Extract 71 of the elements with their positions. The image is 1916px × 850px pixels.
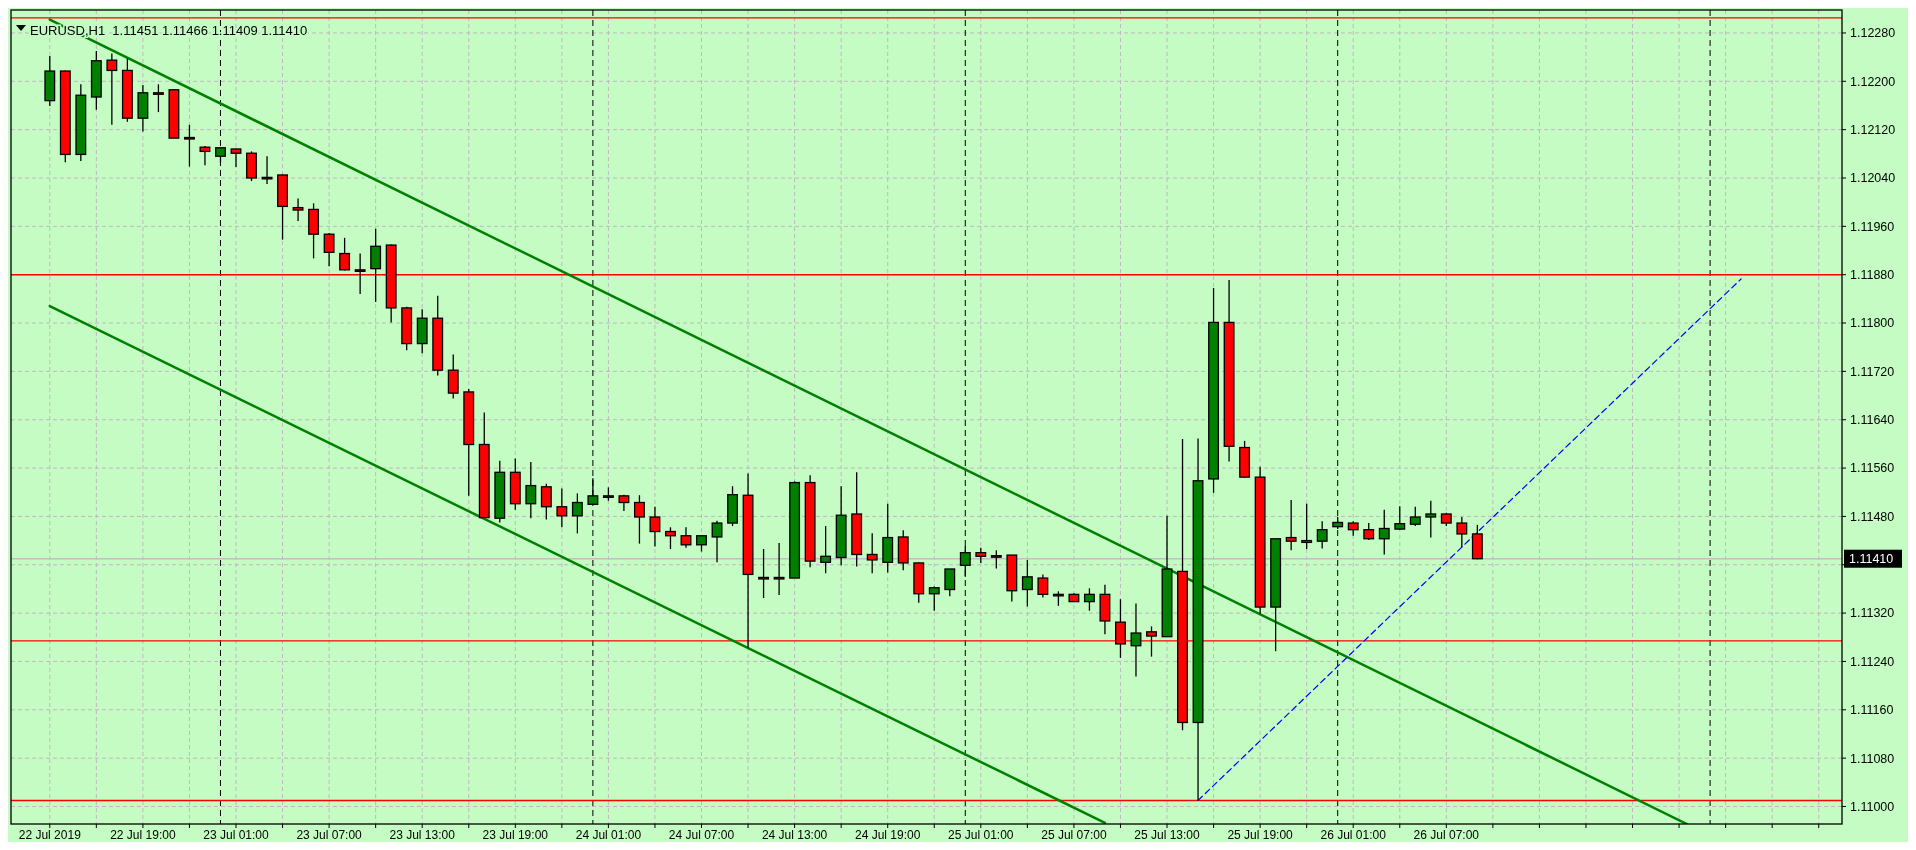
candlestick (944, 568, 956, 597)
candlestick (1456, 516, 1468, 548)
candlestick (339, 237, 351, 272)
y-tick-label: 1.11640 (1850, 413, 1895, 428)
y-tick-label: 1.11480 (1850, 509, 1895, 524)
candlestick (152, 83, 164, 113)
x-tick-label: 25 Jul 13:00 (1134, 828, 1201, 842)
candlestick (1409, 506, 1421, 527)
candlestick (1425, 500, 1437, 539)
candlestick (1037, 573, 1049, 599)
candlestick (1083, 587, 1095, 612)
x-tick-label: 25 Jul 01:00 (948, 828, 1014, 842)
x-tick-label: 26 Jul 07:00 (1413, 828, 1480, 842)
x-tick-label: 26 Jul 01:00 (1320, 828, 1387, 842)
x-tick-label: 23 Jul 01:00 (203, 828, 270, 842)
y-tick-label: 1.11320 (1850, 606, 1895, 621)
x-tick-label: 24 Jul 19:00 (855, 828, 921, 842)
y-tick-label: 1.12120 (1850, 123, 1896, 138)
candlestick (990, 549, 1002, 570)
candlestick (571, 492, 583, 534)
candlestick (1285, 499, 1297, 551)
ref-line-label: 1.11410 (1849, 552, 1894, 567)
y-tick-label: 1.11960 (1850, 219, 1895, 234)
candlestick (1301, 503, 1313, 550)
y-tick-label: 1.12040 (1850, 171, 1896, 186)
candlestick (261, 155, 273, 185)
candlestick (633, 494, 645, 545)
candlestick (525, 461, 537, 519)
candlestick (1021, 559, 1033, 608)
x-tick-label: 25 Jul 07:00 (1041, 828, 1107, 842)
candlestick (183, 124, 195, 168)
candlestick (866, 532, 878, 574)
candlestick (680, 526, 692, 549)
x-tick-label: 23 Jul 07:00 (296, 828, 363, 842)
candlestick (323, 232, 335, 267)
candlestick (773, 542, 785, 596)
y-tick-label: 1.11160 (1850, 703, 1894, 718)
candlestick (649, 506, 661, 548)
candlestick (820, 525, 832, 574)
candlestick (665, 526, 676, 550)
candlestick (106, 52, 118, 126)
y-tick-label: 1.12280 (1850, 26, 1896, 41)
candlestick (758, 548, 770, 599)
x-tick-label: 24 Jul 07:00 (668, 828, 735, 842)
x-tick-label: 22 Jul 19:00 (110, 828, 176, 842)
candlestick (1130, 602, 1142, 678)
y-tick-label: 1.11240 (1850, 654, 1895, 669)
y-tick-label: 1.12200 (1850, 74, 1896, 89)
candlestick (292, 197, 304, 222)
candlestick (1316, 520, 1328, 550)
candlestick (1394, 505, 1406, 531)
x-tick-label: 22 Jul 2019 (18, 828, 82, 842)
candlestick (1378, 509, 1390, 556)
y-tick-label: 1.11000 (1850, 799, 1895, 814)
x-tick-label: 23 Jul 19:00 (482, 828, 549, 842)
candlestick (447, 353, 459, 400)
x-tick-label: 23 Jul 13:00 (389, 828, 456, 842)
y-tick-label: 1.11080 (1850, 751, 1895, 766)
x-tick-label: 25 Jul 19:00 (1227, 828, 1294, 842)
candlestick (540, 483, 552, 521)
y-tick-label: 1.11560 (1850, 461, 1895, 476)
candlestick (556, 487, 568, 528)
candlestick (928, 585, 940, 612)
candlestick (370, 228, 382, 303)
candlestick (711, 519, 723, 563)
y-tick-label: 1.11880 (1850, 268, 1895, 283)
candlestick (230, 147, 242, 168)
x-tick-label: 24 Jul 01:00 (575, 828, 642, 842)
x-tick-label: 24 Jul 13:00 (761, 828, 828, 842)
y-tick-label: 1.11720 (1850, 364, 1895, 379)
y-tick-label: 1.11800 (1850, 316, 1895, 331)
